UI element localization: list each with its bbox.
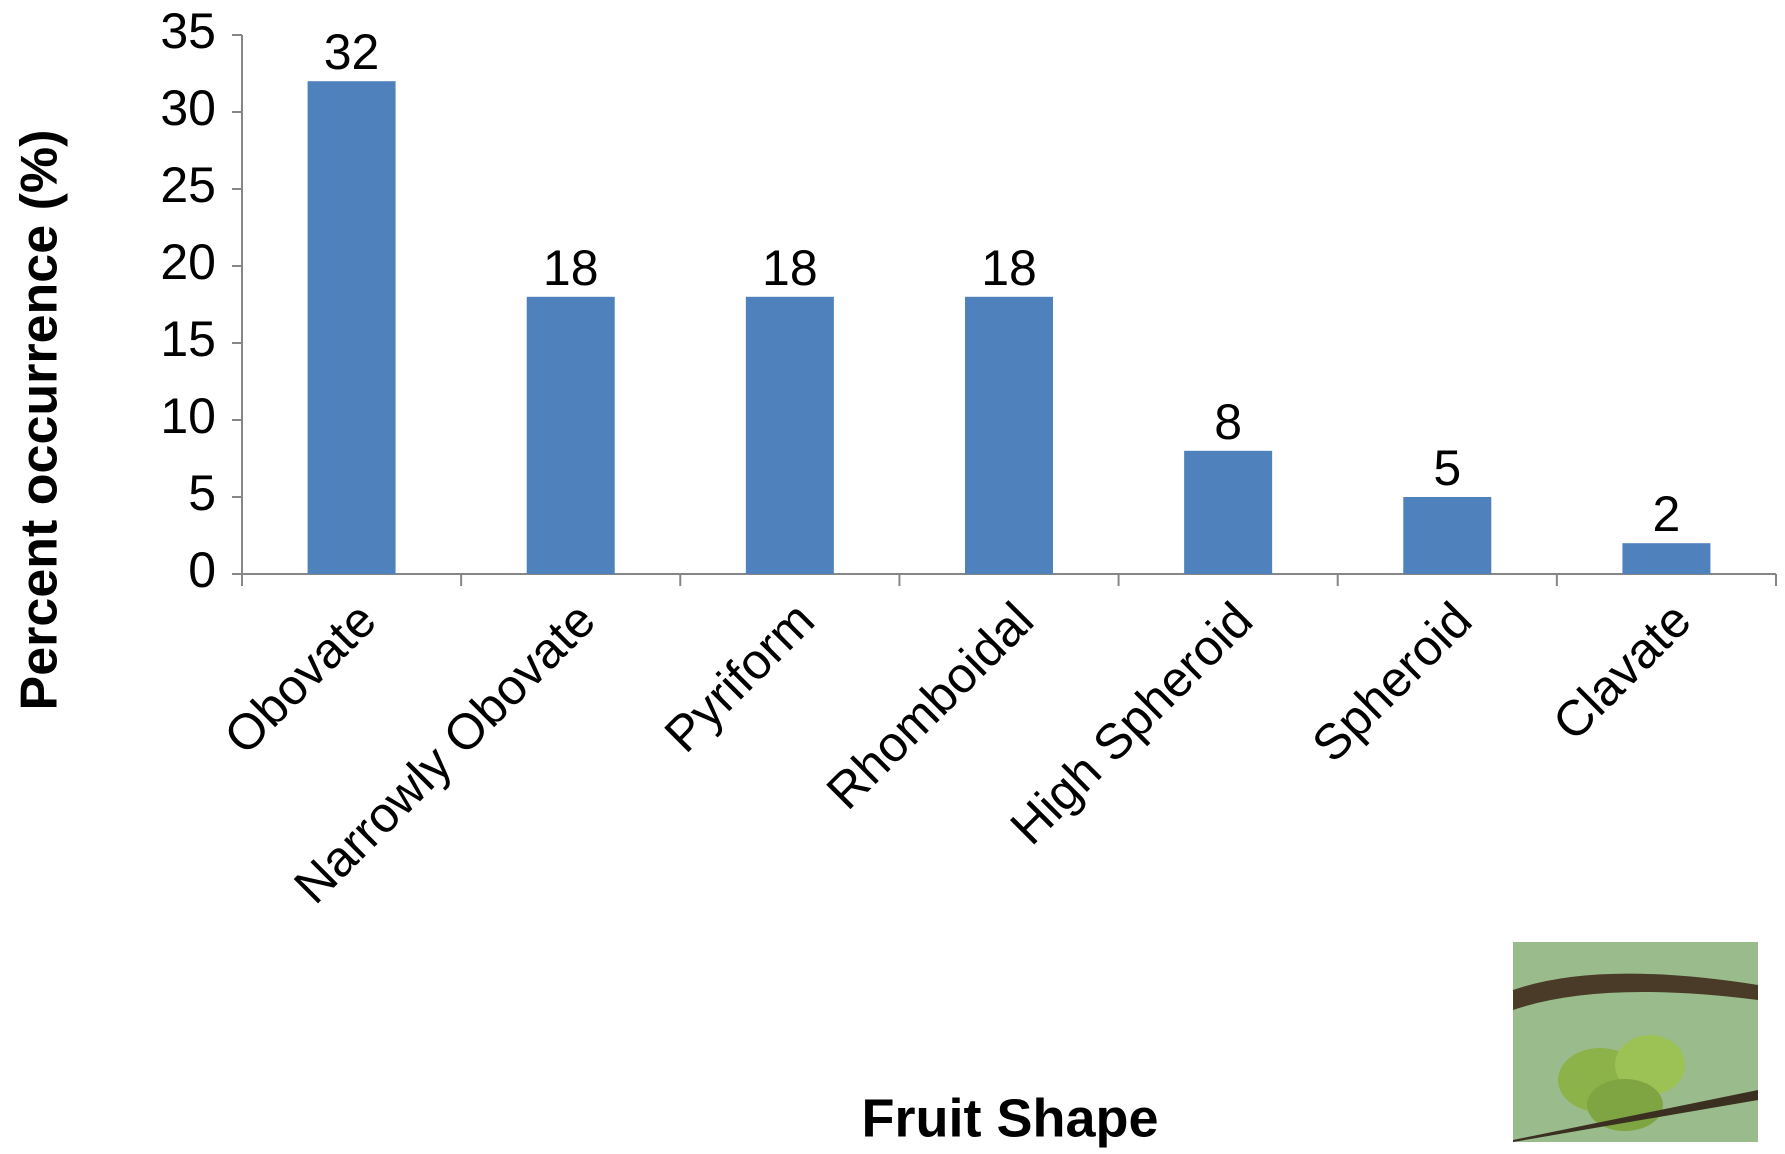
y-tick-label: 20 — [160, 234, 216, 290]
y-tick-label: 10 — [160, 388, 216, 444]
data-label: 8 — [1214, 394, 1242, 450]
page: Percent occurrence (%) Fruit Shape 0 5 10 1… — [0, 0, 1785, 1154]
data-label: 18 — [543, 240, 599, 296]
x-tick-label: Rhomboidal — [816, 592, 1044, 820]
bar — [746, 297, 834, 574]
data-label: 18 — [981, 240, 1037, 296]
bar — [308, 81, 396, 574]
x-tick-label: Clavate — [1542, 592, 1701, 751]
bar — [527, 297, 615, 574]
x-axis-title: Fruit Shape — [861, 1088, 1158, 1148]
x-tick-label: Pyriform — [654, 592, 825, 763]
y-tick-label: 0 — [188, 542, 216, 598]
data-label: 5 — [1433, 440, 1461, 496]
y-tick-label: 35 — [160, 3, 216, 59]
data-label: 32 — [324, 24, 380, 80]
bar — [1622, 543, 1710, 574]
x-tick-label: Obovate — [213, 592, 386, 765]
y-tick-label: 30 — [160, 80, 216, 136]
bar — [1184, 451, 1272, 574]
bar — [965, 297, 1053, 574]
photo — [1513, 942, 1758, 1142]
data-label: 2 — [1653, 486, 1681, 542]
chart: Percent occurrence (%) Fruit Shape 0 5 10 1… — [0, 0, 1785, 1154]
y-tick-label: 15 — [160, 311, 216, 367]
y-tick-label: 25 — [160, 157, 216, 213]
x-tick-label: Spheroid — [1301, 592, 1482, 773]
y-axis-title: Percent occurrence (%) — [11, 130, 69, 711]
y-tick-label: 5 — [188, 465, 216, 521]
data-label: 18 — [762, 240, 818, 296]
bar — [1403, 497, 1491, 574]
